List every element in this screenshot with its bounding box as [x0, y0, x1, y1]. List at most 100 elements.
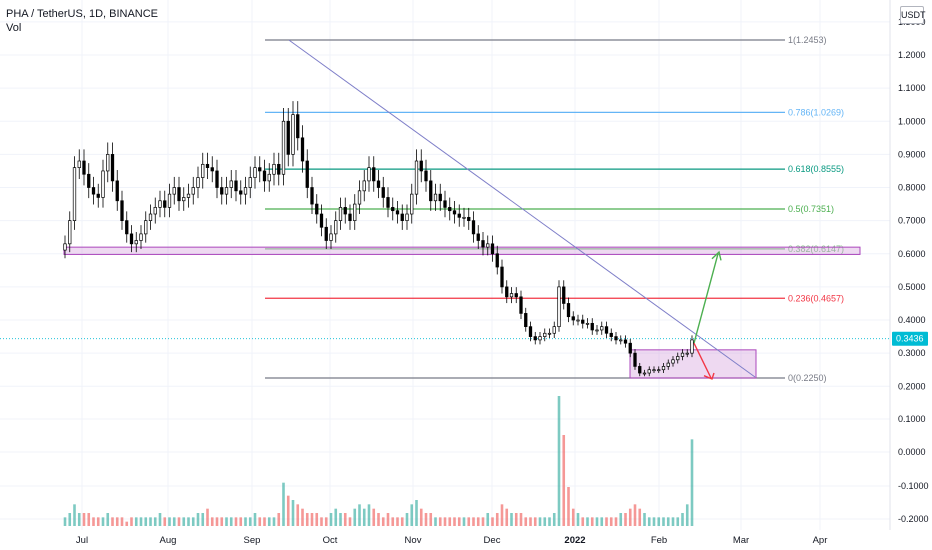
volume-bar — [63, 517, 67, 526]
volume-bar — [68, 513, 72, 526]
volume-bar — [301, 508, 304, 526]
candle-body — [205, 163, 210, 168]
volume-bar — [557, 396, 561, 526]
candle-body — [585, 322, 590, 325]
price-tick-label: 0.7000 — [898, 216, 926, 226]
fib-label: 0.5(0.7351) — [788, 204, 834, 214]
candle-body — [395, 210, 400, 215]
candle-body — [248, 177, 252, 188]
candle-body — [609, 332, 613, 337]
volume-bar — [576, 513, 580, 526]
candle-body — [410, 193, 414, 215]
fib-label: 0.618(0.8555) — [788, 164, 844, 174]
volume-bar — [685, 504, 689, 526]
candle-body — [63, 243, 67, 251]
volume-bars — [63, 396, 694, 526]
current-price-tag — [892, 331, 928, 346]
candle-body — [671, 359, 675, 364]
candle-body — [343, 207, 347, 215]
candle-body — [68, 220, 72, 245]
price-tick-label: 1.1000 — [898, 83, 926, 93]
candle-body — [186, 193, 191, 198]
volume-bar — [182, 517, 186, 526]
volume-bar — [609, 517, 613, 526]
candle-body — [680, 352, 685, 357]
volume-bar — [225, 517, 228, 526]
price-tick-label: 0.2000 — [898, 381, 926, 391]
volume-bar — [87, 513, 91, 526]
candle-body — [334, 220, 338, 235]
volume-bar — [381, 517, 385, 526]
volume-bar — [168, 517, 171, 526]
volume-bar — [139, 517, 143, 526]
price-axis[interactable]: 1.30001.20001.10001.00000.90000.80000.70… — [889, 0, 929, 530]
candle-body — [524, 313, 528, 328]
volume-bar — [524, 517, 528, 526]
candle-body — [538, 336, 542, 341]
volume-bar — [377, 513, 380, 526]
fib-label: 1(1.2453) — [788, 35, 827, 45]
fib-label: 0(0.2250) — [788, 373, 827, 383]
candle-body — [386, 197, 390, 208]
price-tick-label: 0.8000 — [898, 183, 926, 193]
candle-body — [614, 336, 618, 341]
candle-body — [120, 200, 124, 221]
candle-body — [414, 160, 419, 195]
candle-body — [391, 207, 395, 212]
candle-body — [595, 329, 599, 332]
volume-bar — [666, 517, 670, 526]
volume-bar — [339, 513, 342, 526]
candle-body — [77, 160, 81, 168]
volume-bar — [149, 517, 152, 526]
candle-body — [505, 286, 509, 298]
volume-bar — [210, 517, 214, 526]
volume-bar — [263, 517, 266, 526]
candle-body — [590, 322, 594, 331]
volume-bar — [372, 508, 376, 526]
candle-body — [234, 180, 238, 192]
volume-bar — [657, 517, 661, 526]
volume-bar — [158, 513, 162, 526]
volume-bar — [111, 517, 114, 526]
candle-body — [277, 163, 281, 175]
chart-grid — [0, 0, 890, 530]
candle-body — [82, 160, 86, 175]
candle-body — [296, 114, 300, 139]
candle-body — [87, 173, 91, 188]
candle-body — [372, 167, 376, 182]
candle-body — [243, 187, 248, 195]
currency-badge[interactable]: USDT — [900, 6, 926, 24]
candle-body — [329, 233, 333, 241]
fib-label: 0.786(1.0269) — [788, 107, 844, 117]
time-tick-label: Feb — [651, 535, 667, 546]
volume-bar — [681, 513, 684, 526]
volume-bar — [77, 513, 81, 526]
volume-bar — [410, 504, 414, 526]
volume-bar — [533, 517, 537, 526]
candle-body — [201, 163, 205, 178]
candle-body — [486, 243, 490, 248]
candle-body — [647, 369, 651, 374]
candle-body — [476, 233, 480, 241]
candle-body — [528, 326, 533, 337]
candle-body — [666, 362, 670, 367]
candle-body — [604, 326, 609, 334]
candle-body — [467, 216, 471, 221]
volume-bar — [429, 513, 433, 526]
time-axis[interactable]: Jul Aug Sep Oct Nov Dec 2022 Feb Mar Apr — [76, 535, 827, 546]
time-tick-label: Nov — [405, 535, 422, 546]
volume-bar — [101, 517, 105, 526]
time-tick-label: Jul — [76, 535, 88, 546]
drawing-overlays — [0, 39, 890, 380]
volume-bar — [453, 517, 456, 526]
candle-body — [144, 220, 148, 235]
volume-tick-label: 0.1000 — [898, 414, 926, 424]
volume-bar — [362, 508, 366, 526]
candle-body — [619, 339, 623, 342]
volume-bar — [296, 504, 300, 526]
support-zone — [63, 246, 861, 255]
volume-bar — [134, 517, 138, 526]
volume-bar — [571, 508, 575, 526]
candle-body — [509, 293, 514, 298]
